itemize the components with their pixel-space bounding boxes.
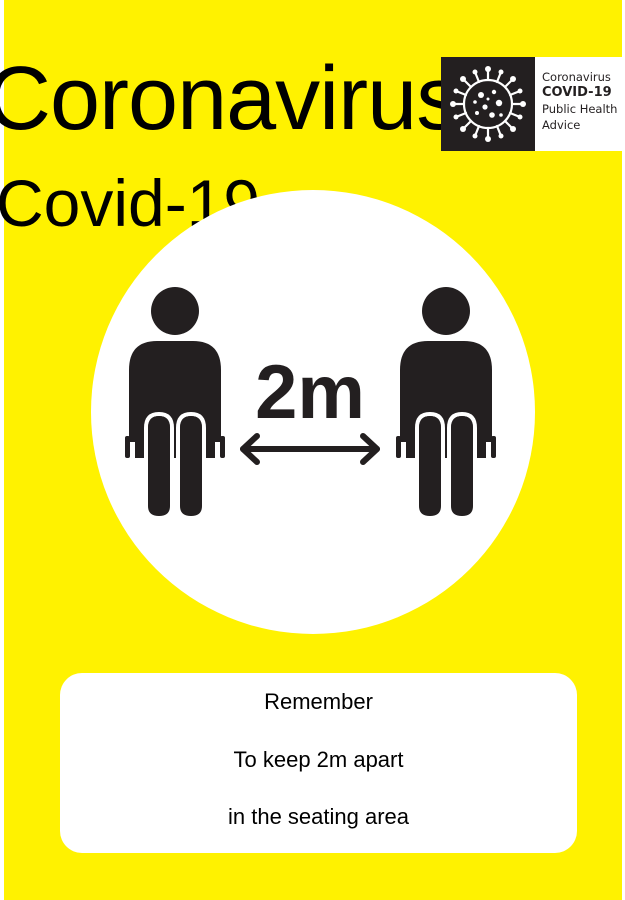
message-panel: Remember To keep 2m apart in the seating… [60, 673, 577, 853]
logo-line-advice: Advice [542, 118, 581, 132]
logo-line-public-health: Public Health [542, 102, 618, 116]
logo-line-covid: COVID-19 [542, 85, 612, 100]
distance-label: 2m [255, 350, 365, 435]
double-arrow-icon [240, 433, 380, 465]
logo-mark [441, 57, 535, 151]
message-line-seating-area: in the seating area [227, 804, 410, 829]
message-line-remember: Remember [264, 689, 373, 714]
distancing-illustration: 2m [91, 190, 535, 634]
message-line-keep-apart: To keep 2m apart [233, 747, 404, 772]
virus-icon [450, 66, 526, 142]
public-health-logo: Coronavirus COVID-19 Public Health Advic… [441, 57, 625, 151]
page-title: Coronavirus [0, 49, 461, 149]
logo-text: Coronavirus COVID-19 Public Health Advic… [542, 69, 617, 133]
logo-line-coronavirus: Coronavirus [542, 70, 611, 84]
white-circle [91, 190, 535, 634]
